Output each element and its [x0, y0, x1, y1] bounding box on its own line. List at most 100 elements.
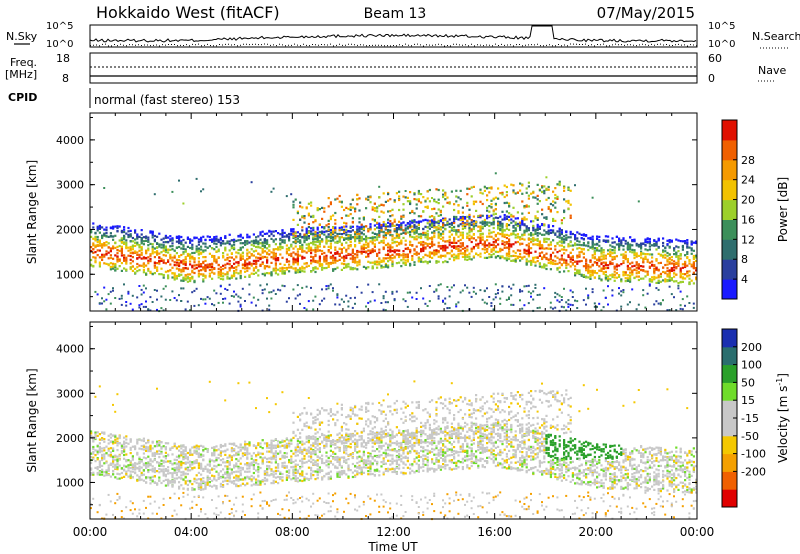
- power-panel-cell: [499, 228, 502, 232]
- power-panel-cell: [604, 254, 607, 257]
- power-panel-cell: [184, 266, 187, 270]
- power-panel-cell: [466, 187, 469, 190]
- power-panel-cell: [373, 228, 376, 231]
- power-panel-cell: [327, 287, 330, 290]
- power-panel-cell: [343, 230, 346, 233]
- power-panel-cell: [367, 230, 370, 233]
- power-panel-cell: [125, 243, 128, 247]
- power-panel-cell: [657, 262, 660, 265]
- power-panel-cell: [585, 244, 588, 247]
- power-panel-cell: [613, 279, 616, 282]
- power-panel-cell: [171, 248, 174, 251]
- power-panel-cell: [197, 243, 200, 246]
- power-panel-cell: [499, 247, 502, 250]
- power-panel-cell: [442, 205, 445, 208]
- power-panel-cell: [668, 258, 671, 261]
- power-panel-cell: [206, 296, 209, 299]
- noise-panel: [89, 24, 698, 48]
- power-panel-cell: [406, 305, 409, 308]
- power-panel-cell: [167, 248, 170, 251]
- power-panel-cell: [127, 249, 130, 252]
- power-panel-cell: [327, 245, 330, 248]
- power-panel-cell: [444, 218, 447, 221]
- power-panel-cell: [479, 232, 482, 236]
- power-panel-cell: [334, 222, 337, 225]
- power-panel-cell: [261, 241, 264, 244]
- power-panel-cell: [472, 203, 475, 206]
- power-panel-cell: [543, 192, 546, 195]
- power-panel-cell: [686, 295, 689, 298]
- power-panel-cell: [422, 243, 425, 246]
- power-panel-cell: [428, 246, 431, 249]
- power-panel-cell: [334, 236, 337, 239]
- velocity-panel-cell: [92, 439, 95, 442]
- power-panel-cell: [648, 261, 651, 264]
- velocity-panel-cell: [123, 436, 126, 439]
- power-panel-cell: [384, 265, 387, 268]
- power-panel-cell: [182, 269, 185, 272]
- power-panel-cell: [98, 302, 101, 305]
- power-panel-cell: [398, 249, 401, 252]
- power-panel-cell: [613, 270, 616, 273]
- power-panel-cell: [512, 303, 515, 306]
- velocity-panel-cell: [103, 449, 106, 452]
- power-panel-cell: [189, 246, 192, 250]
- power-panel-cell: [387, 193, 390, 196]
- power-panel-cell: [609, 253, 612, 256]
- power-panel-cell: [376, 266, 379, 269]
- power-panel-cell: [492, 209, 495, 212]
- power-panel-cell: [620, 294, 623, 297]
- power-panel-cell: [338, 254, 341, 257]
- power-panel-cell: [437, 231, 440, 234]
- power-panel-cell: [690, 243, 693, 246]
- power-panel-cell: [486, 250, 489, 253]
- power-panel-cell: [189, 238, 192, 241]
- power-panel-cell: [426, 237, 429, 240]
- power-panel-cell: [345, 228, 348, 231]
- power-panel-cell: [387, 252, 390, 255]
- power-panel-cell: [296, 237, 299, 240]
- power-panel-cell: [338, 247, 341, 250]
- power-panel-cell: [191, 277, 194, 280]
- power-panel-cell: [417, 215, 420, 218]
- power-panel-cell: [376, 221, 379, 224]
- power-panel-cell: [369, 240, 372, 243]
- power-panel-cell: [587, 265, 590, 268]
- power-panel-cell: [552, 307, 554, 310]
- power-panel-cell: [151, 247, 154, 250]
- power-panel-cell: [655, 287, 658, 290]
- power-panel-cell: [180, 273, 183, 276]
- power-panel-cell: [387, 264, 390, 267]
- power-panel-cell: [173, 297, 176, 299]
- power-panel-cell: [200, 263, 203, 266]
- power-panel-cell: [549, 231, 552, 234]
- power-panel-cell: [191, 266, 194, 269]
- power-panel-cell: [389, 234, 392, 237]
- power-panel-cell: [472, 290, 475, 293]
- power-panel-cell: [197, 240, 200, 243]
- velocity-panel-cell: [112, 403, 114, 406]
- power-panel-cell: [129, 240, 132, 243]
- power-panel-cell: [635, 266, 638, 269]
- power-panel-cell: [338, 226, 341, 229]
- power-panel-cell: [435, 253, 438, 256]
- power-panel-cell: [591, 264, 594, 267]
- power-panel-cell: [321, 226, 324, 229]
- power-panel-cell: [622, 271, 625, 274]
- velocity-panel-cell: [96, 468, 99, 471]
- power-panel-cell: [409, 248, 412, 251]
- power-panel-cell: [543, 216, 546, 219]
- power-panel-cell: [442, 232, 445, 236]
- power-panel-cell: [307, 230, 310, 233]
- power-panel-cell: [301, 248, 304, 251]
- velocity-panel-cell: [105, 474, 108, 477]
- power-panel-cell: [444, 224, 447, 227]
- power-panel-cell: [140, 238, 143, 241]
- power-panel-cell: [580, 251, 583, 254]
- power-panel-cell: [527, 247, 530, 250]
- power-panel-cell: [646, 240, 649, 243]
- power-panel-cell: [164, 254, 167, 257]
- power-panel-cell: [90, 231, 93, 234]
- power-panel-cell: [338, 258, 341, 261]
- power-panel-cell: [558, 183, 561, 187]
